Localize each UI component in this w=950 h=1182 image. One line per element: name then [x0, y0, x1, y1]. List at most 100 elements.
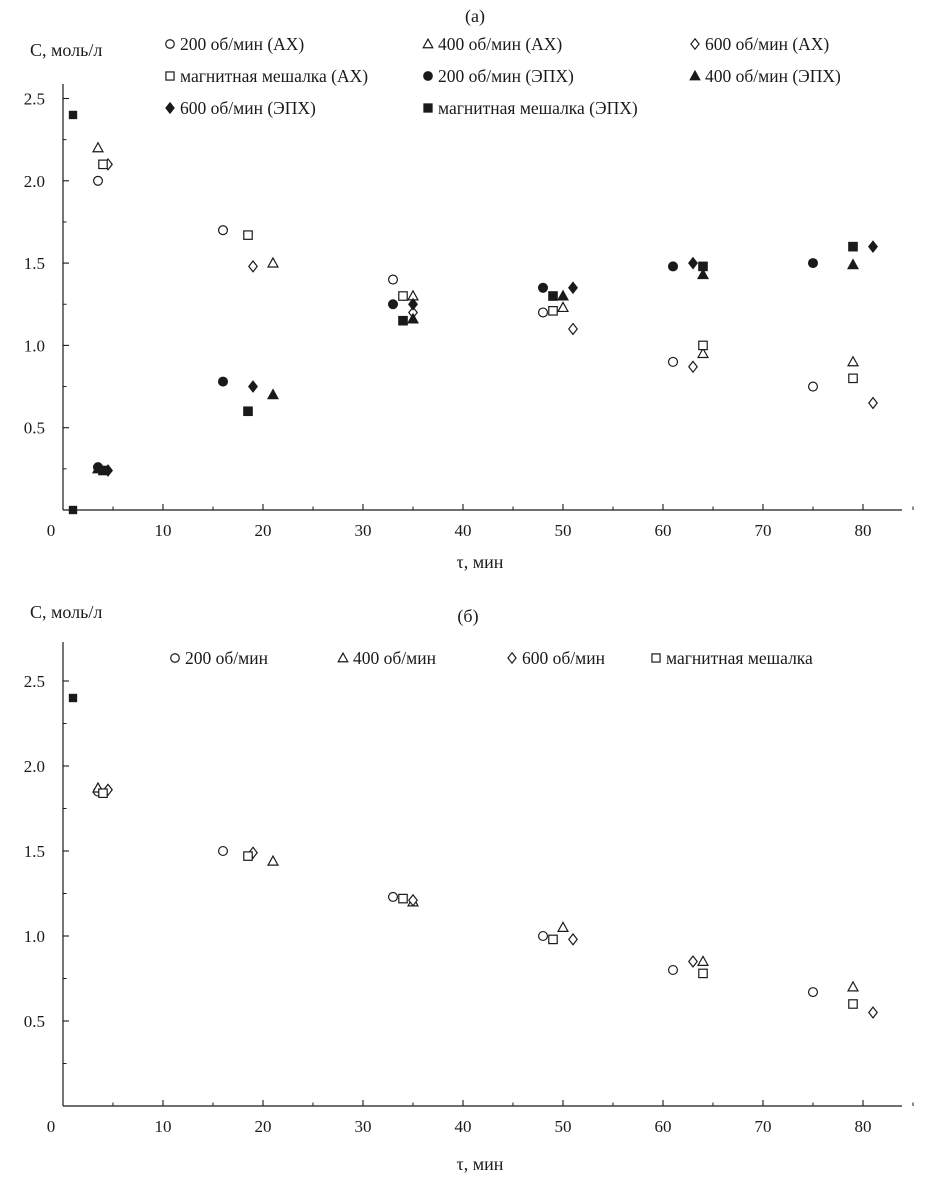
data-point — [387, 299, 399, 310]
data-point — [868, 240, 878, 254]
data-point — [217, 376, 229, 387]
panel-a: (а) C, моль/л 0 10 20 30 40 50 60 70 80 0.5 1.0 1.5 2.… — [24, 6, 914, 572]
data-point — [408, 297, 418, 311]
legend: 200 об/мин 400 об/мин 600 об/мин магнитная … — [170, 648, 813, 668]
panel-label: (а) — [465, 6, 485, 27]
legend-label: 600 об/мин (АХ) — [705, 34, 829, 54]
x-tick-label: 10 — [155, 521, 172, 540]
legend-marker — [422, 37, 434, 49]
y-tick-label: 2.5 — [24, 90, 45, 109]
data-point — [688, 360, 698, 374]
y-tick-label: 1.5 — [24, 842, 45, 861]
legend-entry: магнитная мешалка — [651, 648, 813, 668]
legend-label: магнитная мешалка (АХ) — [180, 66, 368, 86]
legend-label: 200 об/мин (АХ) — [180, 34, 304, 54]
legend-marker — [423, 71, 433, 81]
series-3 — [103, 783, 878, 1019]
data-point — [98, 465, 108, 476]
data-point — [568, 281, 578, 295]
data-point — [243, 406, 253, 417]
data-point — [847, 258, 859, 270]
series-8 — [98, 241, 858, 476]
legend-label: 400 об/мин (АХ) — [438, 34, 562, 54]
legend-entry: 200 об/мин (АХ) — [165, 34, 304, 54]
data-point — [667, 964, 679, 976]
series-2 — [92, 781, 859, 992]
data-point — [557, 301, 569, 313]
data-point — [398, 893, 408, 904]
x-tick-label: 40 — [455, 521, 472, 540]
data-point — [807, 381, 819, 392]
y-tick-label: 2.0 — [24, 172, 45, 191]
x-tick-label: 20 — [255, 521, 272, 540]
legend-label: 200 об/мин (ЭПХ) — [438, 66, 574, 86]
data-point — [398, 315, 408, 326]
data-point — [848, 373, 858, 384]
legend-label: 400 об/мин — [353, 648, 436, 668]
data-point — [243, 851, 253, 861]
series-5 — [92, 258, 819, 473]
y-tick-label: 1.5 — [24, 254, 45, 273]
data-point — [807, 987, 819, 998]
data-point — [568, 322, 578, 336]
data-point — [667, 356, 679, 367]
legend-label: магнитная мешалка (ЭПХ) — [438, 98, 638, 118]
series-2 — [92, 141, 859, 367]
legend-label: 400 об/мин (ЭПХ) — [705, 66, 841, 86]
legend-entry: 600 об/мин (АХ) — [690, 34, 829, 54]
x-axis-label: τ, мин — [457, 1154, 504, 1174]
series-7 — [103, 240, 878, 477]
legend-marker — [651, 653, 661, 663]
data-point — [698, 968, 708, 979]
data-point — [243, 230, 253, 240]
data-point — [408, 893, 418, 907]
legend-entry: 200 об/мин — [170, 648, 268, 668]
data-point — [387, 891, 399, 902]
data-point — [68, 693, 78, 703]
legend-marker — [690, 37, 700, 51]
data-point — [688, 955, 698, 968]
data-point — [807, 258, 819, 269]
legend-entry: 200 об/мин (ЭПХ) — [423, 66, 574, 86]
y-tick-label: 2.5 — [24, 672, 45, 691]
legend-entry: 600 об/мин (ЭПХ) — [165, 98, 316, 118]
x-tick-label: 0 — [47, 521, 56, 540]
data-point — [217, 845, 229, 857]
data-point — [557, 289, 569, 301]
data-point — [847, 355, 859, 367]
x-tick-label: 70 — [755, 1117, 772, 1136]
data-point — [548, 306, 558, 316]
data-point — [267, 388, 279, 400]
data-point — [98, 159, 108, 170]
data-point — [698, 340, 708, 351]
x-tick-label: 20 — [255, 1117, 272, 1136]
x-tick-label: 30 — [355, 1117, 372, 1136]
data-point — [667, 261, 679, 272]
series-4 — [98, 788, 858, 1009]
data-point — [68, 505, 78, 515]
x-axis-label: τ, мин — [457, 552, 504, 572]
legend-entry: 600 об/мин — [507, 648, 605, 668]
data-point — [267, 256, 279, 268]
legend-marker — [337, 651, 349, 663]
legend-entry: магнитная мешалка (АХ) — [165, 66, 368, 86]
series-1 — [92, 786, 819, 998]
y-tick-label: 1.0 — [24, 336, 45, 355]
data-point — [868, 1006, 878, 1019]
x-tick-label: 50 — [555, 1117, 572, 1136]
x-tick-label: 80 — [855, 521, 872, 540]
data-point — [68, 110, 78, 120]
legend-entry: 400 об/мин (ЭПХ) — [689, 66, 841, 86]
series-4 — [98, 159, 858, 384]
data-point — [697, 347, 709, 359]
x-tick-label: 0 — [47, 1117, 56, 1136]
data-point — [398, 291, 408, 301]
legend-label: 600 об/мин (ЭПХ) — [180, 98, 316, 118]
legend-marker — [170, 653, 180, 663]
legend-label: 600 об/мин — [522, 648, 605, 668]
data-point — [537, 282, 549, 293]
series-6 — [92, 258, 859, 474]
data-point — [407, 312, 419, 324]
legend-marker — [689, 69, 701, 81]
